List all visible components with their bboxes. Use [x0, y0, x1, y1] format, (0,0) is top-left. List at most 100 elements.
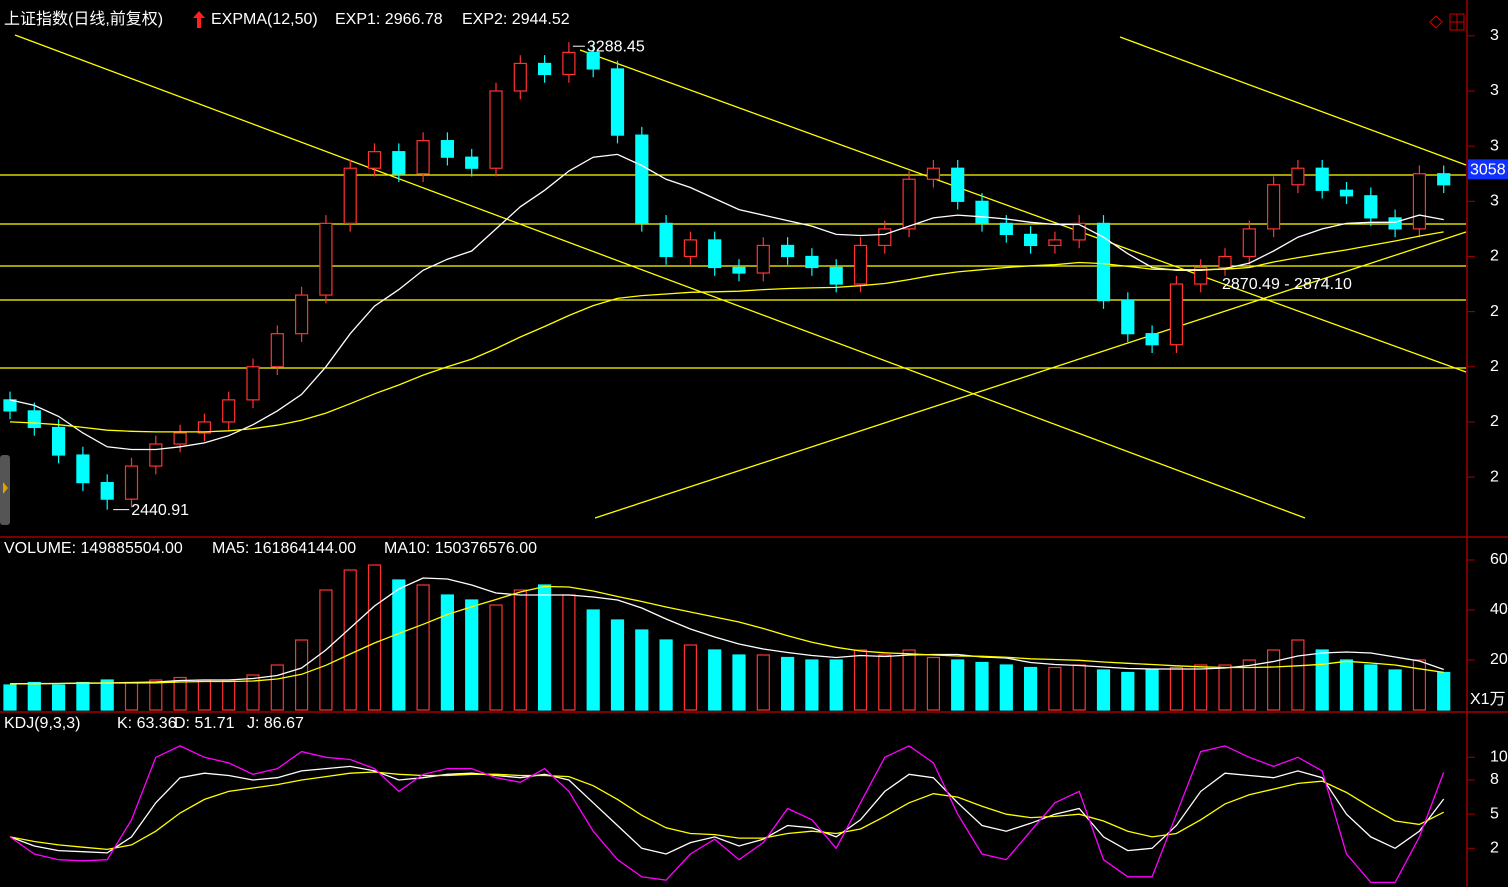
- volume-bar: [392, 579, 406, 711]
- candle-body: [732, 266, 746, 274]
- panel-title: 上证指数(日线,前复权): [4, 10, 163, 28]
- panel-title: VOLUME: 149885504.00: [4, 540, 183, 557]
- volume-bar: [1315, 649, 1329, 711]
- volume-bar: [610, 619, 625, 711]
- diag-line: [579, 49, 1467, 373]
- candle-body: [465, 156, 479, 169]
- candle-body: [1218, 255, 1232, 269]
- high-annotation: 3288.45: [587, 38, 645, 55]
- candle-body: [1145, 333, 1159, 346]
- candle-body: [683, 239, 698, 258]
- volume-bar: [708, 649, 722, 711]
- volume-bar: [1242, 659, 1256, 711]
- series-line: [9, 745, 1445, 884]
- candle-body: [926, 167, 941, 180]
- candle-body: [76, 454, 90, 484]
- candle-body: [635, 134, 649, 224]
- volume-bar: [173, 676, 187, 711]
- volume-bar: [926, 656, 941, 711]
- y-tick-label: 40: [1490, 601, 1508, 618]
- y-tick-label: 3: [1490, 27, 1499, 44]
- volume-bar: [1364, 664, 1378, 711]
- volume-bar: [829, 659, 843, 711]
- candle-body: [489, 90, 503, 169]
- volume-bar: [149, 679, 163, 711]
- candle-body: [392, 151, 406, 175]
- candle-body: [1412, 173, 1427, 230]
- candle-body: [659, 222, 673, 258]
- volume-bar: [3, 684, 17, 711]
- candle-body: [1048, 239, 1062, 247]
- legend-label: MA10: 150376576.00: [384, 540, 537, 557]
- candle-body: [513, 62, 527, 92]
- volume-bar: [51, 684, 66, 711]
- candle-body: [246, 366, 260, 401]
- volume-bar: [27, 681, 41, 711]
- candle-body: [173, 432, 187, 445]
- volume-bar: [683, 644, 698, 711]
- candle-body: [1194, 266, 1208, 285]
- candle-body: [756, 244, 770, 274]
- volume-bar: [1023, 666, 1038, 711]
- legend-label: J: 86.67: [247, 715, 304, 732]
- series-line: [9, 771, 1444, 851]
- y-tick-label: 2: [1490, 303, 1499, 320]
- y-tick-label: 2: [1490, 840, 1499, 857]
- volume-bar: [197, 679, 211, 711]
- volume-bar: [513, 589, 527, 711]
- candle-body: [440, 140, 454, 158]
- y-tick-label: 10: [1490, 748, 1508, 765]
- volume-bar: [1072, 664, 1086, 711]
- unit-label: X1万: [1470, 691, 1506, 708]
- candle-body: [222, 399, 236, 423]
- candle-body: [1437, 173, 1451, 186]
- volume-bar: [780, 656, 795, 711]
- candle-body: [27, 410, 41, 429]
- candle-body: [1121, 299, 1135, 335]
- volume-bar: [1169, 666, 1184, 711]
- volume-bar: [853, 649, 868, 711]
- y-tick-label: 2: [1490, 468, 1499, 485]
- volume-bar: [1194, 664, 1208, 711]
- candle-body: [1242, 228, 1256, 258]
- low-annotation: 2440.91: [131, 502, 189, 519]
- candle-body: [367, 151, 382, 169]
- price-panel: [3, 42, 1451, 510]
- candle-body: [416, 140, 430, 175]
- candle-body: [975, 200, 989, 224]
- panel-title: KDJ(9,3,3): [4, 715, 80, 732]
- candle-body: [902, 178, 916, 230]
- diag-line: [14, 34, 1306, 519]
- y-tick-label: 2: [1490, 248, 1499, 265]
- volume-bar: [756, 654, 770, 711]
- candle-body: [1023, 233, 1038, 247]
- volume-bar: [1412, 659, 1427, 711]
- y-tick-label: 60: [1490, 551, 1508, 568]
- candle-body: [780, 244, 795, 258]
- icon-diamond[interactable]: [1429, 15, 1443, 29]
- series-line: [9, 765, 1445, 855]
- legend-label: D: 51.71: [174, 715, 235, 732]
- candle-body: [51, 426, 66, 456]
- trend-lines: [0, 34, 1467, 519]
- series-line: [9, 577, 1444, 685]
- volume-bar: [222, 679, 236, 711]
- volume-bar: [586, 609, 600, 711]
- y-tick-label: 2: [1490, 358, 1499, 375]
- side-tab-arrow: [3, 482, 8, 494]
- y-tick-label: 20: [1490, 651, 1508, 668]
- candle-body: [562, 51, 576, 76]
- volume-bar: [1437, 671, 1451, 711]
- volume-bar: [1218, 664, 1232, 711]
- candle-body: [586, 51, 600, 70]
- volume-bar: [951, 659, 965, 711]
- candle-body: [1339, 189, 1354, 197]
- y-tick-label: 3: [1490, 82, 1499, 99]
- candle-body: [149, 443, 163, 467]
- volume-bar: [367, 564, 382, 711]
- candle-body: [951, 167, 965, 202]
- kdj-panel: [9, 745, 1445, 884]
- legend-label: EXP1: 2966.78: [335, 11, 443, 28]
- candle-body: [319, 222, 333, 296]
